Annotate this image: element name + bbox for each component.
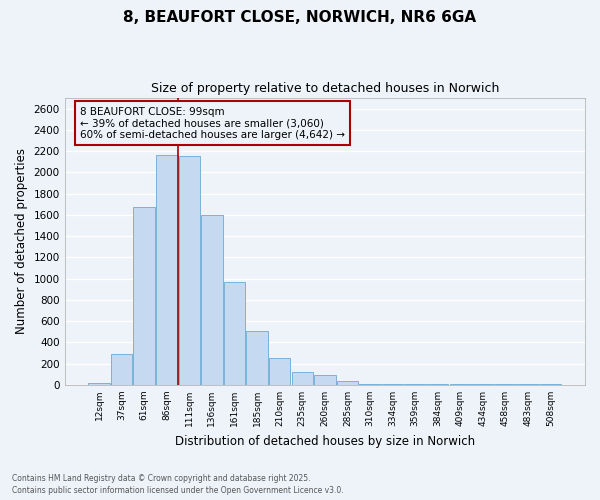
Text: Contains HM Land Registry data © Crown copyright and database right 2025.
Contai: Contains HM Land Registry data © Crown c… xyxy=(12,474,344,495)
Text: 8 BEAUFORT CLOSE: 99sqm
← 39% of detached houses are smaller (3,060)
60% of semi: 8 BEAUFORT CLOSE: 99sqm ← 39% of detache… xyxy=(80,106,345,140)
Bar xyxy=(247,330,268,385)
Bar xyxy=(449,384,471,385)
Bar xyxy=(201,215,223,385)
Bar xyxy=(314,375,335,385)
Bar xyxy=(337,380,358,385)
Bar xyxy=(404,384,426,385)
Y-axis label: Number of detached properties: Number of detached properties xyxy=(15,148,28,334)
Bar xyxy=(472,384,494,385)
Bar xyxy=(517,384,539,385)
Bar xyxy=(156,156,178,385)
Bar xyxy=(382,384,403,385)
Bar xyxy=(133,208,155,385)
Bar xyxy=(111,354,133,385)
Bar xyxy=(88,383,110,385)
Text: 8, BEAUFORT CLOSE, NORWICH, NR6 6GA: 8, BEAUFORT CLOSE, NORWICH, NR6 6GA xyxy=(124,10,476,25)
Bar xyxy=(495,384,516,385)
Title: Size of property relative to detached houses in Norwich: Size of property relative to detached ho… xyxy=(151,82,499,96)
Bar xyxy=(359,384,381,385)
Bar xyxy=(540,384,562,385)
Bar xyxy=(224,282,245,385)
Bar xyxy=(292,372,313,385)
Bar xyxy=(427,384,448,385)
X-axis label: Distribution of detached houses by size in Norwich: Distribution of detached houses by size … xyxy=(175,434,475,448)
Bar xyxy=(269,358,290,385)
Bar xyxy=(179,156,200,385)
